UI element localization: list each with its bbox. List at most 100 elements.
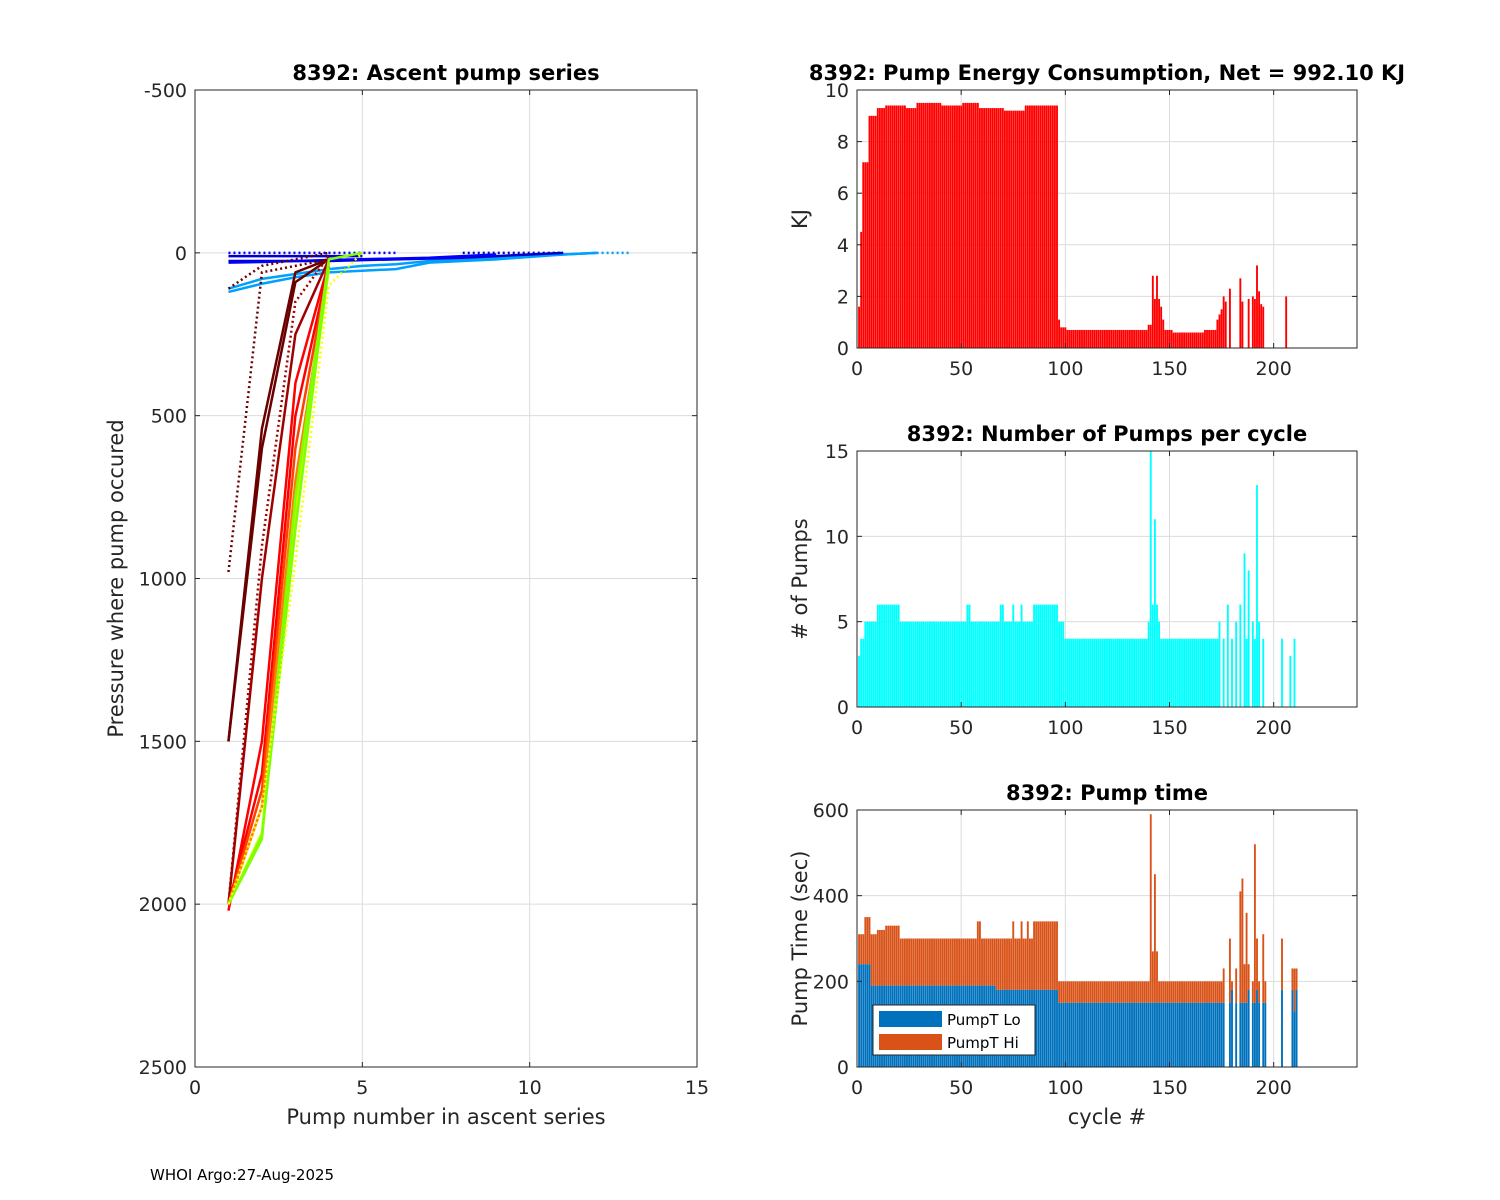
energy-bar: [1093, 329, 1096, 348]
energy-bar: [928, 102, 931, 349]
pumptime-lo-bar: [1208, 1002, 1211, 1067]
pumps-bar: [989, 621, 992, 707]
pumptime-hi-bar: [966, 938, 969, 986]
energy-bar: [1239, 278, 1242, 348]
pumptime-hi-bar: [1045, 921, 1048, 990]
energy-bar: [1101, 329, 1104, 348]
energy-bar: [1228, 288, 1231, 348]
energy-bar: [1110, 329, 1113, 348]
legend-swatch-1: [879, 1034, 942, 1050]
energy-bar: [1214, 329, 1217, 348]
energy-bar: [914, 108, 917, 348]
pumptime-hi-bar: [1262, 934, 1265, 1003]
ascent-x-tick-label: 10: [518, 1077, 542, 1099]
energy-bar: [895, 105, 898, 348]
pumptime-hi-bar: [964, 938, 967, 986]
energy-bar: [1033, 105, 1036, 348]
energy-bar: [872, 115, 875, 348]
pumptime-hi-bar: [987, 938, 990, 986]
pumps-bar: [893, 604, 896, 707]
pumps-title: 8392: Number of Pumps per cycle: [907, 422, 1307, 446]
pumps-x-tick-label: 200: [1256, 717, 1292, 739]
pumps-y-axis-label: # of Pumps: [788, 518, 812, 640]
pumptime-hi-bar: [1008, 938, 1011, 990]
pumptime-lo-bar: [1222, 1002, 1225, 1067]
pumptime-hi-bar: [1016, 938, 1019, 990]
pumptime-hi-bar: [1022, 938, 1025, 990]
pumptime-hi-bar: [1112, 981, 1115, 1003]
pumps-bar: [887, 604, 890, 707]
pumps-bar: [1185, 638, 1188, 707]
pumps-x-tick-label: 150: [1151, 717, 1187, 739]
pumptime-lo-bar: [1199, 1002, 1202, 1067]
energy-bar: [1216, 319, 1219, 348]
pumptime-hi-bar: [1189, 981, 1192, 1003]
energy-bar: [1218, 314, 1221, 348]
energy-bar: [1145, 329, 1148, 348]
energy-bar: [1001, 108, 1004, 348]
pumps-bar: [983, 621, 986, 707]
energy-bar: [970, 102, 973, 349]
pumps-bar: [1033, 604, 1036, 707]
pumptime-lo-bar: [858, 964, 861, 1067]
pumptime-hi-bar: [1041, 921, 1044, 990]
energy-bar: [1053, 105, 1056, 348]
pumptime-hi-bar: [1243, 964, 1246, 1003]
pumps-bar: [872, 621, 875, 707]
pumptime-hi-bar: [1012, 921, 1015, 990]
pumps-bar: [937, 621, 940, 707]
pumps-bar: [1001, 604, 1004, 707]
pumptime-hi-bar: [974, 938, 977, 986]
pumptime-lo-bar: [1047, 989, 1050, 1067]
pumptime-hi-bar: [1049, 921, 1052, 990]
pumptime-lo-bar: [1247, 989, 1250, 1067]
pumptime-hi-bar: [1247, 964, 1250, 990]
energy-bar: [1122, 329, 1125, 348]
pumptime-hi-bar: [1039, 921, 1042, 990]
pumptime-lo-bar: [1295, 989, 1298, 1067]
energy-bar: [1203, 329, 1206, 348]
energy-bar: [1262, 306, 1265, 348]
pumptime-lo-bar: [1214, 1002, 1217, 1067]
energy-bar: [945, 105, 948, 348]
pumptime-lo-bar: [866, 964, 869, 1067]
pumptime-x-tick-label: 200: [1256, 1077, 1292, 1099]
pumps-bar: [920, 621, 923, 707]
energy-y-tick-label: 2: [837, 286, 849, 308]
pumps-bar: [1053, 604, 1056, 707]
pumps-bar: [1101, 638, 1104, 707]
pumptime-lo-bar: [1206, 1002, 1208, 1067]
pumptime-hi-bar: [1218, 981, 1221, 1003]
pumptime-hi-bar: [949, 938, 952, 986]
ascent-series-line-10: [227, 258, 330, 742]
energy-bar: [935, 102, 938, 349]
pumps-bar: [1062, 621, 1065, 707]
pumptime-hi-bar: [1245, 912, 1248, 1003]
pumptime-lo-bar: [1112, 1002, 1115, 1067]
pumptime-lo-bar: [1212, 1002, 1215, 1067]
pumptime-hi-bar: [1158, 981, 1161, 1003]
pumps-bar: [1031, 621, 1033, 707]
pumptime-hi-bar: [1122, 981, 1125, 1003]
energy-bar: [968, 102, 971, 349]
energy-bar: [887, 105, 890, 348]
ascent-y-tick-label: 2500: [139, 1057, 187, 1079]
pumps-bar: [1258, 621, 1261, 707]
pumptime-hi-bar: [1222, 968, 1225, 1003]
pumptime-hi-bar: [1206, 981, 1208, 1003]
pumps-bar: [1028, 621, 1031, 707]
energy-bar: [1128, 329, 1131, 348]
pumptime-lo-bar: [864, 964, 867, 1067]
pumptime-lo-bar: [1072, 1002, 1075, 1067]
pumptime-hi-bar: [910, 938, 913, 986]
energy-bar: [1124, 329, 1127, 348]
pumptime-hi-bar: [1160, 981, 1163, 1003]
pumptime-hi-bar: [1085, 981, 1088, 1003]
pumptime-hi-bar: [1033, 921, 1036, 990]
pumptime-hi-bar: [945, 938, 948, 986]
energy-bar: [901, 105, 904, 348]
pumptime-hi-bar: [895, 925, 898, 986]
pumps-bar: [1135, 638, 1138, 707]
pumptime-y-tick-label: 600: [813, 800, 849, 822]
energy-bar: [1070, 329, 1073, 348]
